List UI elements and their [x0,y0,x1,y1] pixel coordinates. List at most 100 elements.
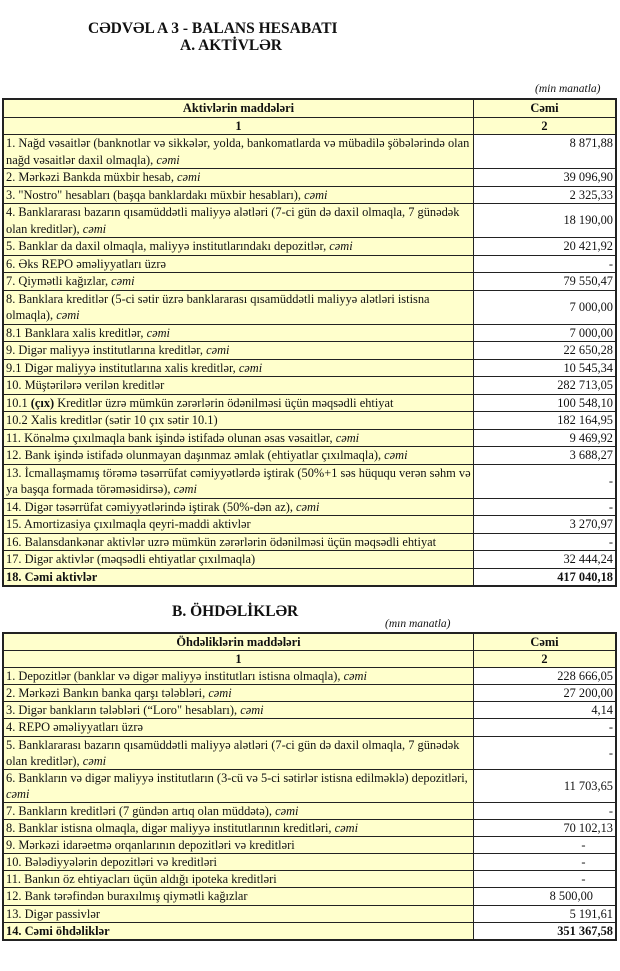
row-label-text: 9. Mərkəzi idarəetmə orqanlarının depozi… [6,838,295,853]
row-label: 12. Bank tərəfindən buraxılmış qiymətli … [2,887,474,906]
header-row: Öhdəliklərin maddələri Cəmi [2,632,617,652]
row-label: 1. Nağd vəsaitlər (banknotlar və sikkələ… [2,134,474,169]
row-label-text: 10. Bələdiyyələrin depozitləri və kredit… [6,855,217,870]
row-label-text: 13. Digər passivlər [6,906,100,921]
column-number-2: 2 [473,650,617,669]
row-label: 7. Qiymətli kağızlar, cəmi [2,272,474,291]
row-value: - [473,718,617,737]
row-label: 8. Banklar istisna olmaqla, digər maliyy… [2,819,474,838]
header-row: Aktivlərin maddələri Cəmi [2,98,617,118]
row-label: 13. İcmallaşmamış törəmə təsərrüfat cəmi… [2,463,474,499]
table-row: 6. Əks REPO əməliyyatları üzrə - [2,254,617,273]
row-label-suffix: cəmi [304,187,328,202]
row-label: 17. Digər aktivlər (məqsədli ehtiyatlar … [2,550,474,569]
row-bold-text: (çıx) [30,395,55,410]
row-value: 18 190,00 [473,203,617,238]
row-label-text: 17. Digər aktivlər (məqsədli ehtiyatlar … [6,552,256,566]
row-label-text: 13. İcmallaşmamış törəmə təsərrüfat cəmi… [6,465,471,497]
row-value: 7 000,00 [473,289,617,325]
row-label: 8.1 Banklara xalis kreditlər, cəmi [2,323,474,342]
table-row: 8. Banklar istisna olmaqla, digər maliyy… [2,819,617,838]
row-label-text: 7. Bankların kreditləri (7 gündən artıq … [6,803,276,818]
row-value: 11 703,65 [473,768,617,803]
row-value: 32 444,24 [473,550,617,569]
section-a-unit: (min manatla) [535,83,601,95]
table-row: 10. Bələdiyyələrin depozitləri və kredit… [2,853,617,872]
table-row: 14. Digər təsərrüfat cəmiyyətlərində işt… [2,497,617,516]
row-label-text: 4. Banklararası bazarın qısamüddətli mal… [6,205,460,236]
row-label: 9. Mərkəzi idarəetmə orqanlarının depozi… [2,836,474,855]
row-value: 282 713,05 [473,376,617,395]
row-value: 182 164,95 [473,411,617,430]
row-value: 10 545,34 [473,358,617,377]
row-value: - [473,801,617,821]
table-row: 11. Könəlmə çıxılmaqla bank işində istif… [2,428,617,447]
column-number-2: 2 [473,116,617,135]
row-label: 16. Balansdankənar aktivlər uzrə mümkün … [2,532,474,551]
row-label-text: 9.1 Digər maliyyə institutlarına xalis k… [6,360,239,375]
document-title: CƏDVƏL A 3 - BALANS HESABATI [88,20,338,37]
row-label-text: 2. Mərkəzi Bankın banka qarşı tələbləri, [6,686,209,701]
column-header-total: Cəmi [473,98,617,118]
row-label-text: 8. Banklara kreditlər (5-ci sətir üzrə b… [6,291,430,323]
row-label-text: 3. Digər bankların tələbləri (“Loro" hes… [6,703,241,718]
row-label: 11. Könəlmə çıxılmaqla bank işində istif… [2,428,474,447]
row-label-text: 1. Depozitlər (banklar və digər maliyyə … [6,669,344,684]
row-label-suffix: cəmi [111,274,135,288]
row-value: 3 688,27 [473,446,617,465]
table-row: 9.1 Digər maliyyə institutlarına xalis k… [2,358,617,377]
column-header-items: Aktivlərin maddələri [2,98,474,118]
row-label-suffix: cəmi [208,686,232,701]
row-label-text: 10.2 Xalis kreditlər (sətir 10 çıx sətir… [6,413,218,427]
row-label: 18. Cəmi aktivlər [2,567,474,587]
row-label: 7. Bankların kreditləri (7 gündən artıq … [2,801,474,821]
row-label-text: 7. Qiymətli kağızlar, [6,274,112,288]
row-label: 3. "Nostro" hesabları (başqa banklardakı… [2,185,474,204]
row-label: 9. Digər maliyyə institutlarına kreditlə… [2,341,474,360]
row-label-text: 2. Mərkəzi Bankda müxbir hesab, [6,170,178,184]
row-label-text: 5. Banklar da daxil olmaqla, maliyyə ins… [6,239,330,253]
row-value: 2 325,33 [473,185,617,204]
row-label-text: Kreditlər üzrə mümkün zərərlərin ödənilm… [54,395,394,410]
assets-table: Aktivlərin maddələri Cəmi 1 2 1. Nağd və… [2,98,617,587]
row-label-suffix: cəmi [335,430,360,445]
table-row: 11. Bankın öz ehtiyacları üçün aldığı ip… [2,870,617,889]
row-label: 14. Cəmi öhdəliklər [2,921,474,941]
row-label: 4. Banklararası bazarın qısamüddətli mal… [2,203,474,238]
row-label-suffix: cəmi [156,152,180,167]
row-label: 13. Digər passivlər [2,904,474,923]
table-row: 10.1 (çıx) Kreditlər üzrə mümkün zərərlə… [2,393,617,412]
row-label-text: 14. Cəmi öhdəliklər [6,923,110,938]
row-label-text: 14. Digər təsərrüfat cəmiyyətlərində işt… [6,499,297,514]
row-label: 4. REPO əməliyyatları üzrə [2,718,474,737]
row-label: 3. Digər bankların tələbləri (“Loro" hes… [2,701,474,720]
row-label-suffix: cəmi [173,482,197,496]
row-label-suffix: cəmi [238,360,263,375]
table-row: 4. REPO əməliyyatları üzrə - [2,718,617,737]
row-value: - [473,463,617,499]
row-value: 7 000,00 [473,323,617,342]
table-row: 3. "Nostro" hesabları (başqa banklardakı… [2,185,617,204]
column-number-1: 1 [2,116,474,135]
row-label-text: 8.1 Banklara xalis kreditlər, [6,325,147,340]
row-label-text: 11. Könəlmə çıxılmaqla bank işində istif… [6,430,336,445]
section-b-title: B. ÖHDƏLİKLƏR [172,603,299,620]
row-label-text: 18. Cəmi aktivlər [6,569,98,584]
row-value: 417 040,18 [473,567,617,587]
row-value: 20 421,92 [473,237,617,256]
table-row: 1. Nağd vəsaitlər (banknotlar və sikkələ… [2,134,617,169]
row-label: 1. Depozitlər (banklar və digər maliyyə … [2,667,474,686]
table-row: 10. Müştərilərə verilən kreditlər 282 713… [2,376,617,395]
row-value: 70 102,13 [473,819,617,838]
row-label: 2. Mərkəzi Bankın banka qarşı tələbləri,… [2,684,474,703]
row-value: 8 871,88 [473,134,617,169]
table-row: 7. Bankların kreditləri (7 gündən artıq … [2,801,617,821]
row-value: 3 270,97 [473,515,617,534]
row-label-suffix: cəmi [334,821,359,836]
row-label-text: 5. Banklararası bazarın qısamüddətli mal… [6,737,460,768]
table-row: 13. Digər passivlər 5 191,61 [2,904,617,923]
row-value: - [473,254,617,273]
column-number-row: 1 2 [2,116,617,135]
row-label: 10. Bələdiyyələrin depozitləri və kredit… [2,853,474,872]
row-label-text: 8. Banklar istisna olmaqla, digər maliyy… [6,821,335,836]
